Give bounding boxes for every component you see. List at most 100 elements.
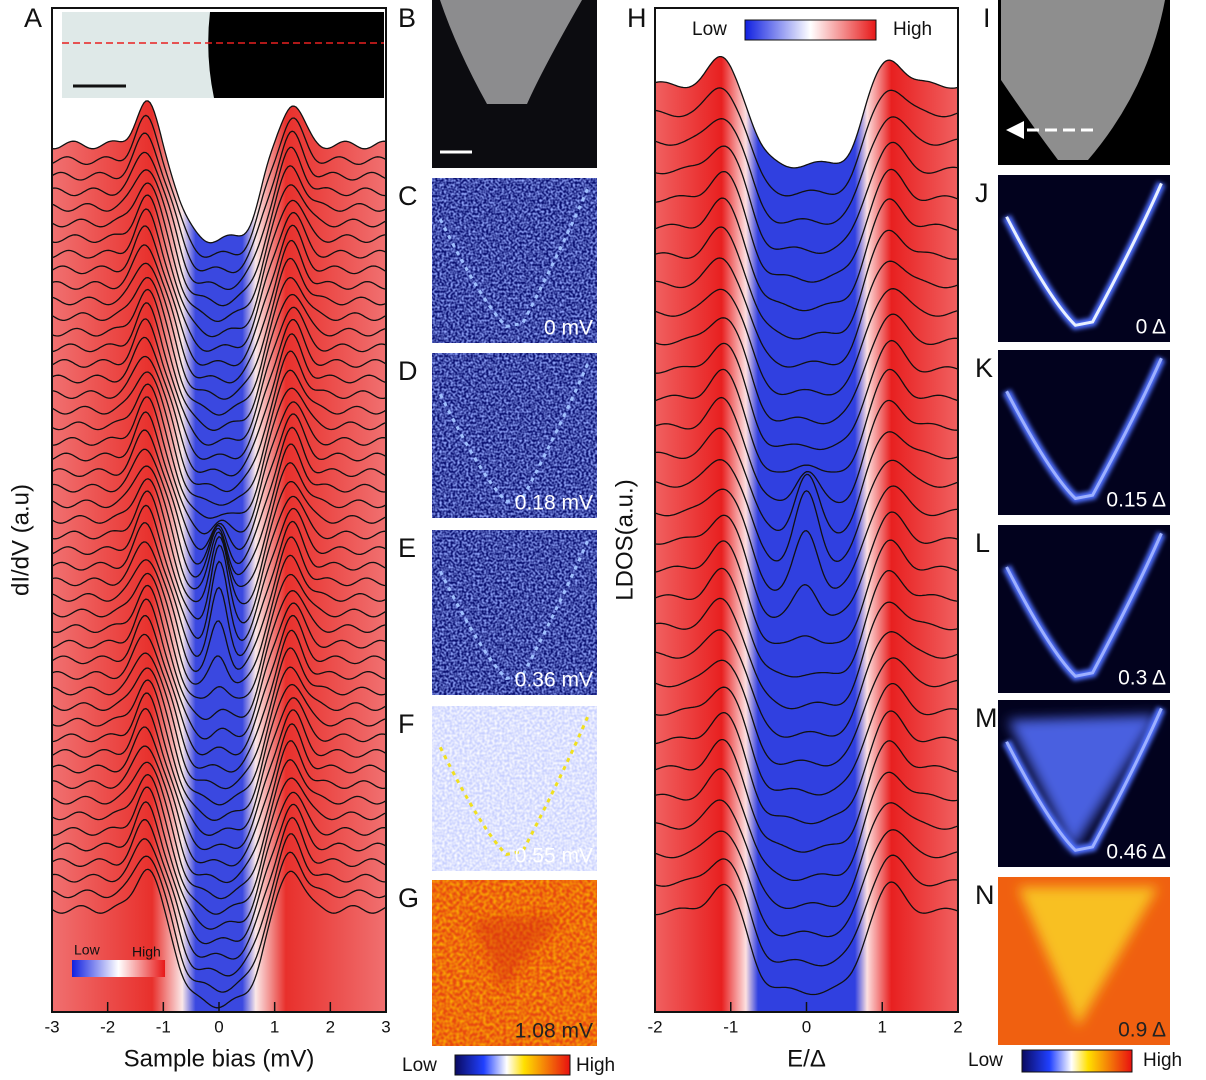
spectrum-line bbox=[53, 490, 385, 624]
sim-image bbox=[998, 175, 1170, 342]
colorbar-low: Low bbox=[402, 1055, 437, 1076]
energy-label: 0.55 mV bbox=[515, 845, 593, 868]
spectrum-line bbox=[53, 647, 385, 790]
spectrum-line bbox=[53, 426, 385, 565]
panel-label: F bbox=[398, 709, 415, 739]
spectrum-line bbox=[656, 288, 957, 396]
sim-image bbox=[998, 0, 1170, 165]
map-image bbox=[432, 530, 597, 695]
spectrum-line bbox=[53, 462, 385, 590]
spectrum-line bbox=[656, 141, 957, 254]
spectrum-line bbox=[53, 740, 385, 884]
panel-label: E bbox=[398, 533, 416, 563]
x-tick-label: 1 bbox=[878, 1017, 887, 1036]
spectrum-line bbox=[53, 478, 385, 605]
spectrum-line bbox=[53, 369, 385, 506]
panel-label: K bbox=[975, 353, 993, 383]
panel-label: H bbox=[627, 3, 647, 33]
spectrum-line bbox=[53, 276, 385, 416]
panel-label: D bbox=[398, 356, 418, 386]
spectrum-fill bbox=[656, 882, 957, 1012]
colorbar bbox=[744, 19, 877, 41]
sim-image bbox=[998, 525, 1170, 693]
x-tick-label: 1 bbox=[270, 1017, 279, 1036]
spectrum-line bbox=[656, 168, 957, 283]
spectrum-line bbox=[656, 682, 957, 796]
legend-high: High bbox=[132, 944, 161, 960]
spectrum-line bbox=[656, 257, 957, 368]
spectrum-line bbox=[53, 182, 385, 323]
panel-label: N bbox=[975, 880, 995, 910]
energy-label: 0.3 Δ bbox=[1118, 667, 1166, 690]
legend-low: Low bbox=[74, 942, 101, 958]
spectrum-line bbox=[656, 197, 957, 312]
spectrum-line bbox=[656, 829, 957, 938]
spectrum-line bbox=[53, 629, 385, 773]
energy-label: 0.9 Δ bbox=[1118, 1019, 1166, 1042]
map-image bbox=[432, 178, 597, 343]
energy-label: 1.08 mV bbox=[515, 1020, 593, 1043]
spectrum-line bbox=[53, 194, 385, 338]
spectrum-line bbox=[656, 368, 957, 473]
map-image bbox=[432, 353, 597, 518]
spectrum-line bbox=[656, 459, 957, 562]
spectrum-line bbox=[656, 539, 957, 645]
x-tick-label: -1 bbox=[156, 1017, 171, 1036]
spectrum-line bbox=[656, 339, 957, 451]
edge-core bbox=[1005, 532, 1163, 678]
spectrum-line bbox=[53, 146, 385, 291]
map-image bbox=[432, 880, 597, 1046]
spectrum-line bbox=[53, 614, 385, 756]
spectrum-line bbox=[656, 738, 957, 853]
spectrum-line bbox=[656, 55, 957, 169]
x-tick-label: -2 bbox=[647, 1017, 662, 1036]
energy-label: 0 mV bbox=[544, 317, 593, 340]
spectrum-line bbox=[53, 598, 385, 740]
panel-label: C bbox=[398, 181, 418, 211]
spectra bbox=[53, 100, 385, 1012]
spectrum-line bbox=[656, 226, 957, 340]
spectrum-line bbox=[656, 511, 957, 618]
edge-state bbox=[438, 185, 591, 329]
panel-label: M bbox=[975, 703, 998, 733]
map-image bbox=[432, 0, 597, 168]
spectrum-line bbox=[53, 759, 385, 900]
x-tick-label: 3 bbox=[381, 1017, 390, 1036]
energy-label: 0.46 Δ bbox=[1106, 841, 1166, 864]
spectrum-line bbox=[656, 881, 957, 996]
flake bbox=[440, 0, 582, 104]
edge-core bbox=[1005, 707, 1163, 852]
image-noise bbox=[432, 353, 597, 518]
spectrum-line bbox=[656, 567, 957, 678]
x-tick-label: 0 bbox=[802, 1017, 811, 1036]
arrow-head bbox=[1006, 121, 1024, 139]
spectrum-line bbox=[656, 116, 957, 225]
spectrum-line bbox=[53, 239, 385, 384]
colorbar-high: High bbox=[893, 19, 932, 40]
image-noise bbox=[432, 178, 597, 343]
spectrum-line bbox=[656, 768, 957, 882]
spectrum-line bbox=[53, 302, 385, 446]
spectrum-line bbox=[53, 224, 385, 367]
x-axis-label: E/Δ bbox=[787, 1045, 826, 1072]
spectrum-line bbox=[53, 318, 385, 460]
panel-label: L bbox=[975, 528, 990, 558]
spectrum-line bbox=[656, 854, 957, 967]
map-image bbox=[432, 706, 597, 871]
colorbar-low: Low bbox=[692, 19, 727, 40]
panel-label: I bbox=[983, 3, 991, 33]
panel-label: B bbox=[398, 3, 416, 33]
spectrum-line bbox=[656, 799, 957, 910]
energy-label: 0.15 Δ bbox=[1106, 489, 1166, 512]
spectrum-line bbox=[53, 572, 385, 699]
spectrum-line bbox=[53, 130, 385, 274]
spectrum-line bbox=[53, 333, 385, 477]
spectrum-line bbox=[53, 288, 385, 431]
x-tick-label: 0 bbox=[214, 1017, 223, 1036]
spectrum-line bbox=[53, 692, 385, 836]
edge-core bbox=[1005, 182, 1163, 327]
spectrum-line bbox=[656, 427, 957, 534]
spectrum-line bbox=[53, 411, 385, 551]
spectrum-line bbox=[656, 597, 957, 710]
colorbar-high: High bbox=[1143, 1050, 1182, 1071]
